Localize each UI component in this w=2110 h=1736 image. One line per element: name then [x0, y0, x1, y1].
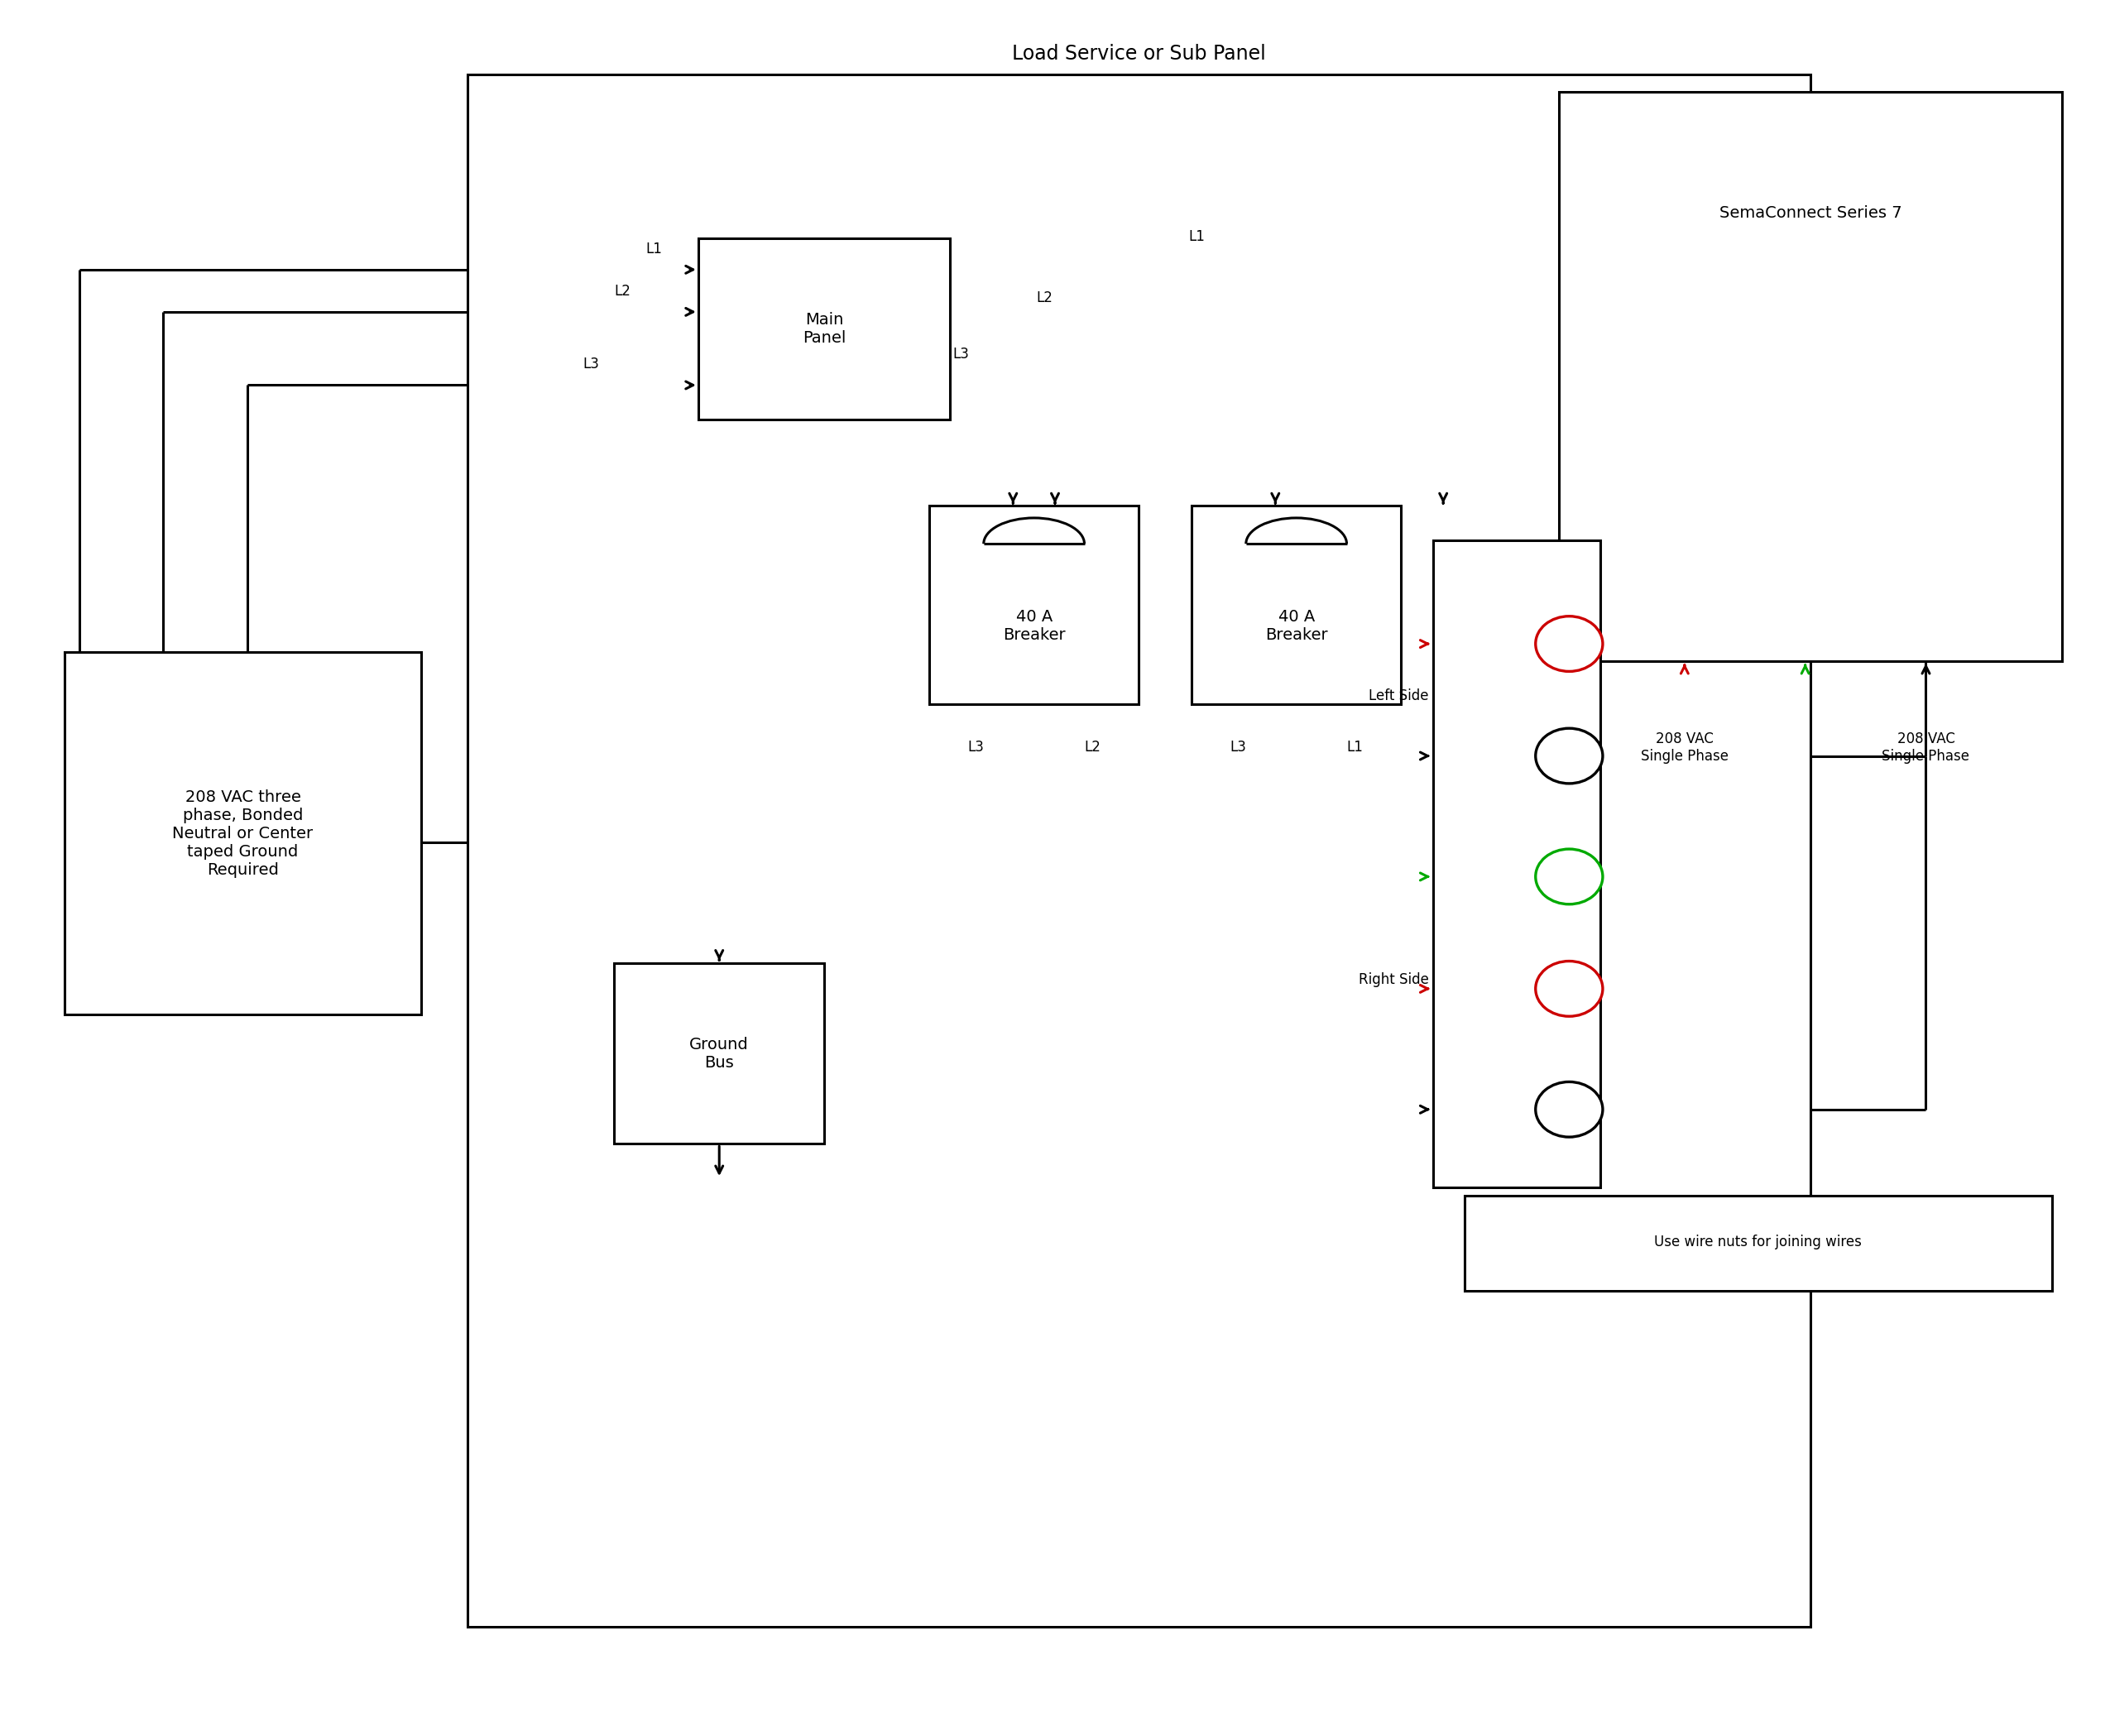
Bar [468, 75, 1810, 1627]
Text: L1: L1 [646, 241, 663, 257]
Bar [1559, 92, 2061, 661]
Text: L3: L3 [582, 358, 599, 372]
Text: 40 A
Breaker: 40 A Breaker [1266, 609, 1327, 642]
Text: 208 VAC three
phase, Bonded
Neutral or Center
taped Ground
Required: 208 VAC three phase, Bonded Neutral or C… [173, 790, 312, 878]
Text: L1: L1 [1188, 229, 1205, 245]
Bar [1464, 1196, 2051, 1290]
Text: 208 VAC
Single Phase: 208 VAC Single Phase [1882, 731, 1971, 764]
Bar [1433, 540, 1601, 1187]
Text: Ground
Bus: Ground Bus [690, 1036, 749, 1071]
Bar [928, 505, 1139, 705]
Text: Right Side: Right Side [1359, 972, 1428, 988]
Text: Use wire nuts for joining wires: Use wire nuts for joining wires [1654, 1234, 1861, 1250]
Circle shape [1536, 1082, 1604, 1137]
Text: L2: L2 [1036, 290, 1053, 306]
Text: Left Side: Left Side [1369, 687, 1428, 703]
Bar [614, 963, 825, 1144]
Circle shape [1536, 616, 1604, 672]
Bar [65, 653, 422, 1014]
Circle shape [1536, 729, 1604, 783]
Text: 208 VAC
Single Phase: 208 VAC Single Phase [1642, 731, 1728, 764]
Text: Main
Panel: Main Panel [802, 312, 846, 345]
Text: Load Service or Sub Panel: Load Service or Sub Panel [1013, 43, 1266, 64]
Text: L3: L3 [966, 740, 983, 755]
Circle shape [1536, 849, 1604, 904]
Text: 40 A
Breaker: 40 A Breaker [1002, 609, 1066, 642]
Text: L2: L2 [614, 283, 631, 299]
Text: SemaConnect Series 7: SemaConnect Series 7 [1720, 205, 1901, 220]
Bar [698, 238, 949, 420]
Text: L3: L3 [1230, 740, 1247, 755]
Text: L1: L1 [1346, 740, 1363, 755]
Circle shape [1536, 962, 1604, 1016]
Text: L2: L2 [1085, 740, 1101, 755]
Text: L3: L3 [952, 347, 968, 361]
Bar [1192, 505, 1401, 705]
